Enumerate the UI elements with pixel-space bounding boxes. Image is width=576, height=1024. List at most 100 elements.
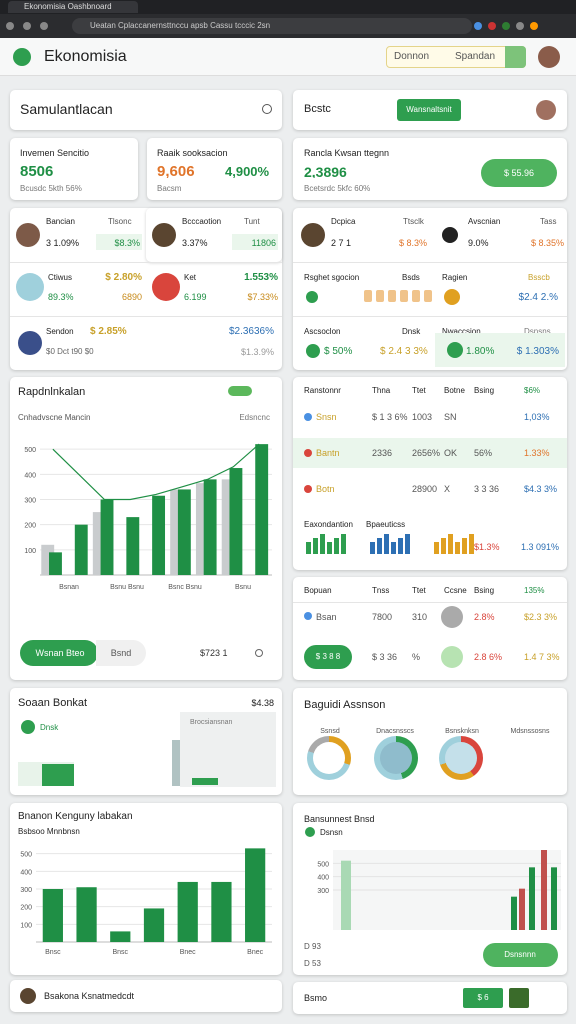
y-tick-label: 500 <box>24 447 36 454</box>
search-icon <box>262 104 272 114</box>
stat-value: 9,606 <box>157 164 195 178</box>
footer-value: 1.3 091% <box>520 542 559 552</box>
stat-note: Bcusdc 5kth 56% <box>20 184 82 193</box>
user-avatar <box>538 46 560 68</box>
table-cell: 1.4 7 3% <box>524 652 560 662</box>
table-button[interactable] <box>304 645 352 669</box>
divider <box>293 262 567 263</box>
table-cell: % <box>412 652 421 662</box>
table-cell: 1003 <box>412 412 433 422</box>
status-circle <box>441 606 463 628</box>
x-tick-label: Bsnc Bsnu <box>168 584 202 591</box>
sparkline-bar <box>405 534 410 554</box>
person-pct: 2 7 1 <box>331 238 352 248</box>
row-col: Dsnsns <box>524 327 551 336</box>
search-button[interactable] <box>505 46 526 68</box>
table-cell: 3 3 36 <box>474 484 500 494</box>
asset-value: $ 2.85% <box>90 326 127 337</box>
person-pct: 9.0% <box>468 238 489 248</box>
balance-label: Rancla Kwsan ttegnn <box>304 148 390 158</box>
user-avatar <box>536 100 556 120</box>
row-col: Bsscb <box>528 273 550 282</box>
bar <box>177 489 191 575</box>
asset-sub: $1.3.9% <box>240 347 274 357</box>
sparkline-bar <box>469 534 474 554</box>
person-pct: 3.37% <box>182 238 208 248</box>
person-name: Bancian <box>46 217 75 226</box>
row-icon <box>304 413 312 421</box>
table-cell: 1,03% <box>524 412 550 422</box>
secondary-button[interactable] <box>96 640 146 666</box>
person-amount: $ 8.35% <box>530 238 564 248</box>
amount-pill <box>232 234 278 250</box>
row-name: Ragien <box>442 273 468 282</box>
table-cell: 2.8 6% <box>474 652 503 662</box>
balance-button[interactable] <box>481 159 557 187</box>
brand-logo <box>13 48 31 66</box>
bar <box>126 517 140 575</box>
bar <box>519 888 525 930</box>
row-icon <box>304 449 312 457</box>
sparkline-bar <box>462 538 467 554</box>
column-header: Bopuan <box>304 586 332 595</box>
footer-title: Bsmo <box>304 993 328 1003</box>
tab-strip <box>0 0 576 14</box>
column-header: 135% <box>524 586 545 595</box>
row-pct: 1.80% <box>466 346 495 357</box>
stat-label: Invemen Sencitio <box>20 148 90 158</box>
progress-fill <box>42 764 74 786</box>
footer-icon <box>509 988 529 1008</box>
bar <box>341 860 351 930</box>
card-title: Baguidi Assnson <box>304 699 386 711</box>
divider <box>10 316 282 317</box>
coin-icon <box>400 290 408 302</box>
footer-button[interactable] <box>463 988 503 1008</box>
divider <box>10 262 282 263</box>
chart-title: Bnanon Kenguny labakan <box>18 811 133 822</box>
card-value: $4.38 <box>251 698 274 708</box>
row-pct: $ 50% <box>324 346 353 357</box>
bar <box>100 499 114 575</box>
person-role: Tass <box>540 217 557 226</box>
chart-button[interactable] <box>483 943 558 967</box>
bar <box>110 931 131 942</box>
person-role: Tunt <box>244 217 260 226</box>
row-icon <box>304 485 312 493</box>
y-tick-label: 400 <box>317 875 329 882</box>
asset-value: $ 2.80% <box>105 272 142 283</box>
donut-hole <box>313 742 345 774</box>
row-name: Rsghet sgocion <box>304 273 360 282</box>
sparkline-bar <box>455 542 460 554</box>
x-tick-label: Bsnan <box>59 584 79 591</box>
y-tick-label: 200 <box>24 523 36 530</box>
table-cell: 7800 <box>372 612 393 622</box>
column-header: Ttet <box>412 586 426 595</box>
table-cell: $2.3 3% <box>524 612 558 622</box>
highlight-row <box>293 438 567 468</box>
search-label: Donnon <box>394 51 430 62</box>
person-avatar <box>152 223 176 247</box>
progress-panel <box>180 712 276 787</box>
stat-card <box>147 138 282 200</box>
column-header: Ranstonnr <box>304 386 341 395</box>
sparkline-bar <box>327 542 332 554</box>
extension-icon <box>516 22 524 30</box>
bar <box>74 524 88 575</box>
coin-icon <box>412 290 420 302</box>
chart-subtitle: Cnhadvscne Mancin <box>18 413 91 422</box>
person-name: Bcccaotion <box>182 217 222 226</box>
person-avatar <box>442 227 458 243</box>
footer-avatar <box>20 988 36 1004</box>
url-text: Ueatan Cplaccanernsttnccu apsb Cassu tcc… <box>90 21 271 30</box>
x-tick-label: Bnsc <box>113 949 129 956</box>
trend-chart: 100 200 300 400 500 Bsnan Bsnu Bsnu Bsnc Bsnu Bs… <box>24 443 272 591</box>
asset-icon <box>152 273 180 301</box>
action-button[interactable] <box>397 99 461 121</box>
asset-pct: 6.199 <box>184 292 207 302</box>
sparkline-bar <box>313 538 318 554</box>
person-amount: 11806 <box>251 238 276 248</box>
primary-button[interactable] <box>20 640 98 666</box>
y-tick-label: 300 <box>24 498 36 505</box>
bar <box>76 887 97 942</box>
button-label: Bsnd <box>110 648 132 658</box>
